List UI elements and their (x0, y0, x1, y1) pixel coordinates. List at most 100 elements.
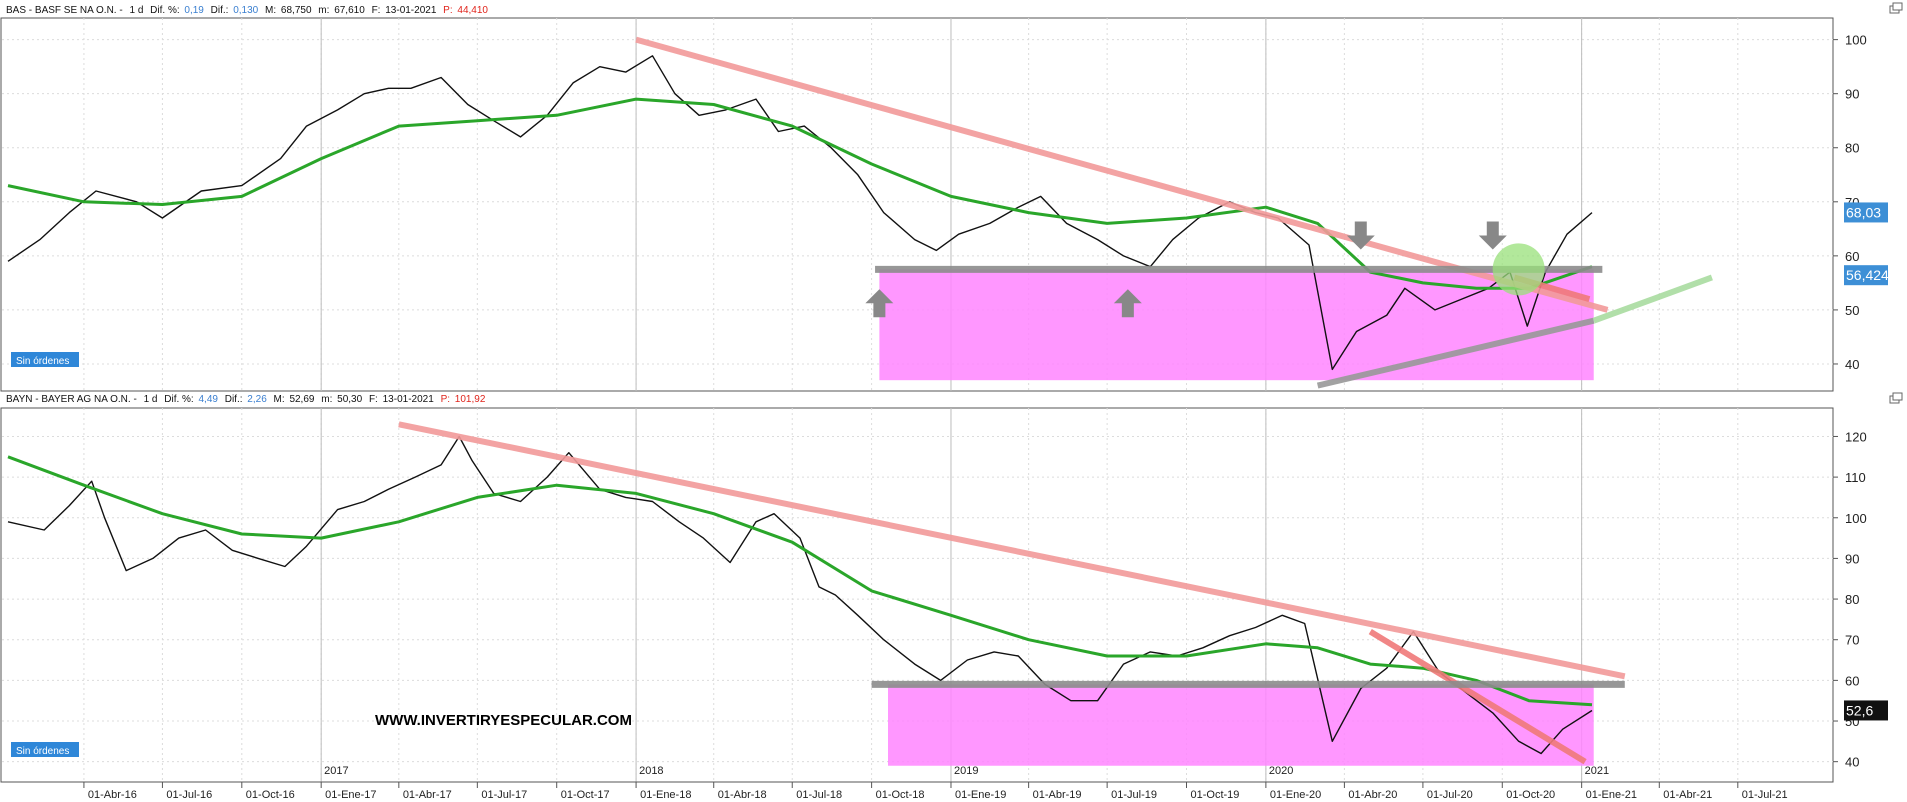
basf-min-label: m: (318, 5, 329, 16)
xtick-label: 01-Abr-19 (1033, 789, 1082, 801)
basf-price-badge (1844, 265, 1888, 286)
xtick-label: 01-Oct-16 (246, 789, 295, 801)
basf-dif-pct-label: Dif. %: (150, 5, 179, 16)
basf-arrow-up-icon (865, 289, 894, 318)
xtick-label: 01-Jul-18 (796, 789, 842, 801)
bayer-price-badge-label: 52,6 (1846, 702, 1873, 718)
bayer-support-zone (888, 684, 1594, 766)
xtick-label: 01-Ene-17 (325, 789, 376, 801)
xtick-label: 01-Abr-20 (1348, 789, 1397, 801)
basf-ytick-label: 60 (1845, 249, 1859, 264)
bayer-min-label: m: (321, 394, 332, 405)
basf-ytick-label: 50 (1845, 303, 1859, 318)
xtick-label: 01-Abr-17 (403, 789, 452, 801)
basf-ytick-label: 40 (1845, 357, 1859, 372)
basf-arrow-up-icon (1113, 289, 1142, 318)
basf-arrow-down-icon (1346, 221, 1375, 250)
xtick-label: 01-Jul-21 (1742, 789, 1788, 801)
xtick-label: 01-Oct-18 (876, 789, 925, 801)
basf-trendline (1316, 317, 1595, 389)
xtick-label: 01-Jul-20 (1427, 789, 1473, 801)
bayer-trendline (1368, 629, 1587, 765)
bayer-ytick-label: 90 (1845, 551, 1859, 566)
xtick-label: 01-Oct-20 (1506, 789, 1555, 801)
basf-panel-frame (0, 17, 1834, 392)
basf-date: 13-01-2021 (385, 5, 437, 16)
xtick-label: 01-Jul-17 (481, 789, 527, 801)
bayer-date-label: F: (369, 394, 378, 405)
bayer-ytick-label: 110 (1845, 470, 1866, 485)
bayer-dif-label: Dif.: (225, 394, 243, 405)
basf-min: 67,610 (334, 5, 365, 16)
bayer-ytick-label: 70 (1845, 633, 1859, 648)
basf-trendline (1592, 274, 1713, 324)
bayer-ytick-label: 120 (1845, 429, 1867, 444)
bayer-maximize-icon[interactable] (1889, 392, 1903, 404)
bayer-name: BAYN - BAYER AG NA O.N. - (6, 394, 137, 405)
axis-layer: 40506070809010068,0356,42440506070809010… (1, 33, 1889, 801)
bayer-max-label: M: (274, 394, 285, 405)
xtick-label: 01-Abr-21 (1663, 789, 1712, 801)
bayer-info-line: BAYN - BAYER AG NA O.N. - 1 d Dif. %: 4,… (6, 394, 486, 405)
basf-highlight-circle (1492, 243, 1545, 296)
basf-ytick-label: 80 (1845, 141, 1859, 156)
year-label: 2019 (954, 765, 978, 777)
basf-support-zone (879, 269, 1594, 381)
year-label: 2018 (639, 765, 663, 777)
basf-dif-pct: 0,19 (184, 5, 204, 16)
basf-info-line: BAS - BASF SE NA O.N. - 1 d Dif. %: 0,19… (6, 5, 488, 16)
year-label: 2020 (1269, 765, 1293, 777)
xtick-label: 01-Ene-21 (1586, 789, 1637, 801)
bayer-date: 13-01-2021 (383, 394, 435, 405)
bayer-orders-badge[interactable]: Sin órdenes (11, 742, 79, 757)
bayer-moving-average-line (7, 455, 1593, 707)
basf-orders-label: Sin órdenes (16, 356, 69, 367)
basf-period: 1 d (129, 5, 143, 16)
basf-price-badge (1844, 202, 1888, 223)
basf-ytick-label: 100 (1845, 33, 1867, 48)
basf-orders-badge[interactable]: Sin órdenes (11, 352, 79, 367)
bayer-ytick-label: 80 (1845, 592, 1859, 607)
xtick-label: 01-Abr-16 (88, 789, 137, 801)
basf-ytick-label: 90 (1845, 87, 1859, 102)
bayer-orders-label: Sin órdenes (16, 746, 69, 757)
basf-arrow-down-icon (1478, 221, 1507, 250)
basf-p-label: P: (443, 5, 452, 16)
bayer-ytick-label: 100 (1845, 511, 1867, 526)
bayer-p-label: P: (441, 394, 450, 405)
bayer-p: 101,92 (455, 394, 486, 405)
bayer-ytick-label: 40 (1845, 755, 1859, 770)
bayer-trendline (398, 421, 1626, 680)
xtick-label: 01-Jul-16 (166, 789, 212, 801)
basf-price-badge-label: 68,03 (1846, 204, 1881, 220)
bayer-price-badge (1844, 700, 1888, 721)
watermark-text: WWW.INVERTIRYESPECULAR.COM (375, 712, 632, 729)
year-label: 2021 (1585, 765, 1609, 777)
xtick-label: 01-Abr-18 (718, 789, 767, 801)
bayer-dif: 2,26 (247, 394, 267, 405)
xtick-label: 01-Ene-20 (1270, 789, 1321, 801)
xtick-label: 01-Jul-19 (1111, 789, 1157, 801)
basf-p: 44,410 (457, 5, 488, 16)
basf-name: BAS - BASF SE NA O.N. - (6, 5, 123, 16)
basf-max-label: M: (265, 5, 276, 16)
basf-trendline (635, 36, 1609, 313)
basf-price-line (7, 55, 1593, 371)
year-label: 2017 (324, 765, 348, 777)
bayer-period: 1 d (144, 394, 158, 405)
basf-maximize-icon[interactable] (1889, 2, 1903, 14)
bayer-dif-pct: 4,49 (198, 394, 218, 405)
basf-dif-label: Dif.: (211, 5, 229, 16)
basf-moving-average-line (7, 97, 1593, 290)
annotation-layer (398, 36, 1713, 765)
bayer-dif-pct-label: Dif. %: (164, 394, 193, 405)
basf-dif: 0,130 (233, 5, 258, 16)
bayer-max: 52,69 (289, 394, 314, 405)
xtick-label: 01-Oct-17 (561, 789, 610, 801)
bayer-min: 50,30 (337, 394, 362, 405)
bayer-ytick-label: 60 (1845, 673, 1859, 688)
xtick-label: 01-Ene-18 (640, 789, 691, 801)
xtick-label: 01-Oct-19 (1191, 789, 1240, 801)
basf-date-label: F: (372, 5, 381, 16)
